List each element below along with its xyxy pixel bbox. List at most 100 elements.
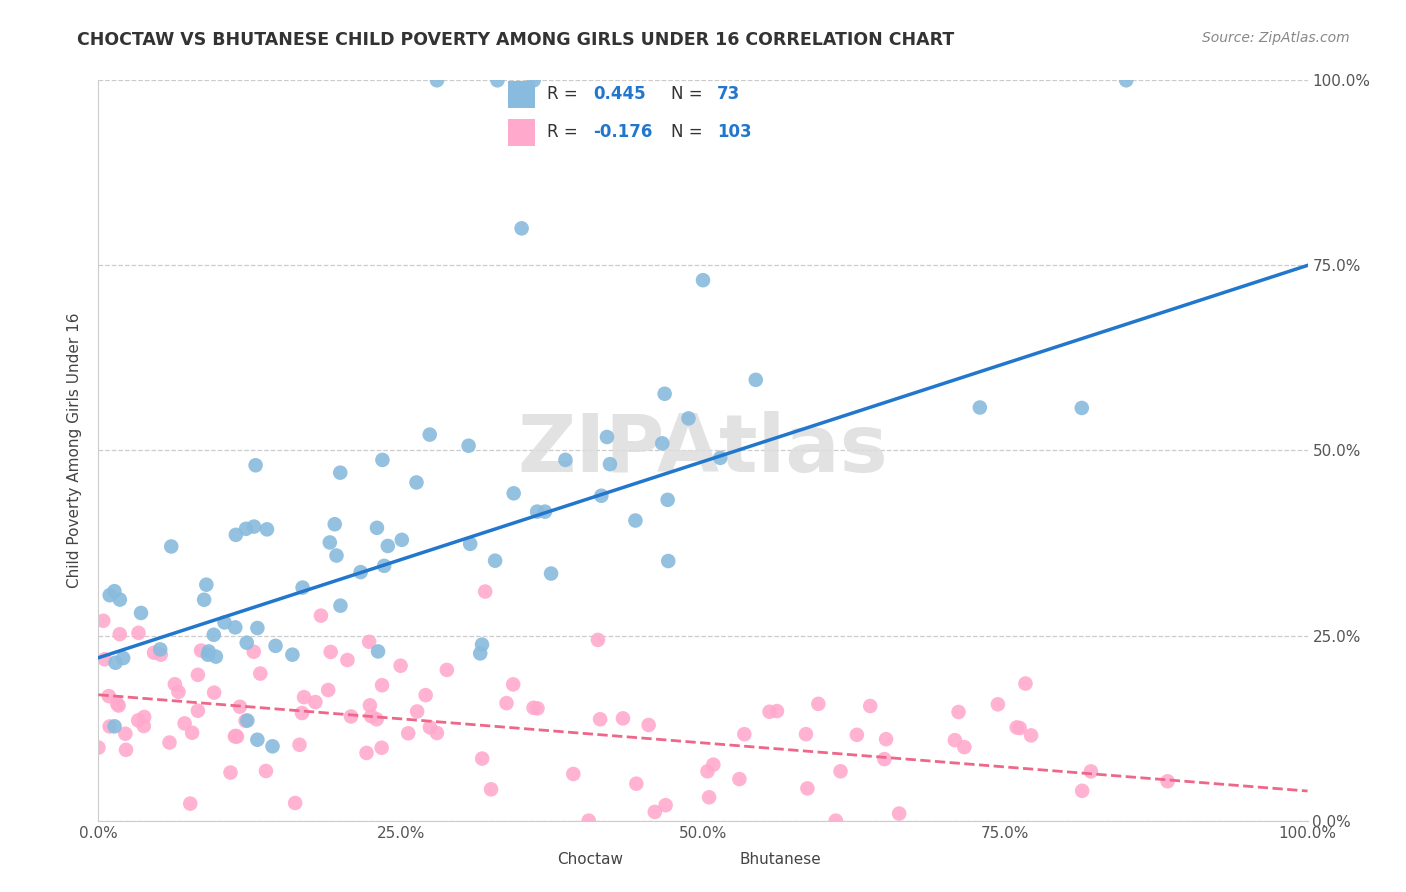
Point — [243, 519, 266, 533]
Point — [657, 554, 679, 568]
Point — [187, 704, 209, 718]
Point — [160, 540, 183, 554]
Point — [329, 599, 352, 613]
Point — [359, 635, 381, 649]
Point — [235, 522, 257, 536]
Point — [591, 489, 613, 503]
Point — [987, 698, 1010, 712]
Point — [190, 643, 212, 657]
Point — [692, 273, 714, 287]
Point — [845, 728, 868, 742]
Point — [596, 430, 619, 444]
Point — [534, 505, 557, 519]
Point — [599, 457, 621, 471]
Point — [1005, 720, 1028, 734]
Point — [1156, 774, 1178, 789]
Point — [419, 427, 441, 442]
Point — [143, 646, 166, 660]
Point — [728, 772, 751, 786]
Point — [316, 683, 339, 698]
Point — [657, 492, 679, 507]
Point — [225, 729, 247, 743]
Text: -0.176: -0.176 — [593, 123, 652, 141]
Point — [91, 614, 114, 628]
Point — [522, 700, 544, 714]
Point — [187, 668, 209, 682]
Point — [319, 535, 342, 549]
Point — [644, 805, 666, 819]
Point — [758, 705, 780, 719]
Point — [373, 558, 395, 573]
Point — [103, 584, 125, 599]
Point — [426, 73, 449, 87]
Point — [1080, 764, 1102, 779]
Point — [173, 716, 195, 731]
Point — [458, 537, 481, 551]
Point — [419, 720, 441, 734]
Text: R =: R = — [547, 123, 583, 141]
Point — [340, 709, 363, 723]
Text: N =: N = — [672, 86, 709, 103]
Point — [163, 677, 186, 691]
Point — [391, 533, 413, 547]
Point — [830, 764, 852, 779]
Point — [103, 719, 125, 733]
Text: CHOCTAW VS BHUTANESE CHILD POVERTY AMONG GIRLS UNDER 16 CORRELATION CHART: CHOCTAW VS BHUTANESE CHILD POVERTY AMONG… — [77, 31, 955, 49]
Point — [526, 701, 548, 715]
Point — [637, 718, 659, 732]
Point — [696, 764, 718, 779]
Point — [471, 751, 494, 765]
Point — [197, 644, 219, 658]
Point — [304, 695, 326, 709]
Point — [284, 796, 307, 810]
Text: 73: 73 — [717, 86, 740, 103]
Point — [288, 738, 311, 752]
Point — [195, 577, 218, 591]
Point — [264, 639, 287, 653]
Point — [371, 453, 394, 467]
Point — [97, 689, 120, 703]
Point — [889, 806, 911, 821]
Point — [350, 565, 373, 579]
Point — [562, 767, 585, 781]
Point — [319, 645, 342, 659]
Point — [104, 656, 127, 670]
Point — [249, 666, 271, 681]
Point — [474, 584, 496, 599]
Point — [405, 475, 427, 490]
Point — [943, 733, 966, 747]
Point — [370, 740, 392, 755]
Point — [526, 505, 548, 519]
Text: 0.445: 0.445 — [593, 86, 645, 103]
Point — [323, 517, 346, 532]
Point — [406, 705, 429, 719]
Point — [745, 373, 768, 387]
Point — [132, 719, 155, 733]
Point — [495, 696, 517, 710]
Point — [554, 453, 576, 467]
Point — [873, 752, 896, 766]
Point — [254, 764, 277, 778]
Point — [214, 615, 236, 630]
Point — [766, 704, 789, 718]
Point — [291, 706, 314, 720]
Point — [309, 608, 332, 623]
Point — [651, 436, 673, 450]
Point — [356, 746, 378, 760]
Point — [678, 411, 700, 425]
Point — [1115, 73, 1137, 87]
Point — [226, 730, 249, 744]
Point — [224, 620, 246, 634]
Point — [796, 781, 818, 796]
Point — [969, 401, 991, 415]
Point — [236, 714, 259, 728]
Point — [256, 522, 278, 536]
Point — [824, 814, 846, 828]
Point — [98, 719, 121, 733]
Point — [396, 726, 419, 740]
Point — [112, 651, 135, 665]
Point — [953, 740, 976, 755]
Point — [114, 727, 136, 741]
Point — [654, 798, 676, 813]
Point — [246, 621, 269, 635]
